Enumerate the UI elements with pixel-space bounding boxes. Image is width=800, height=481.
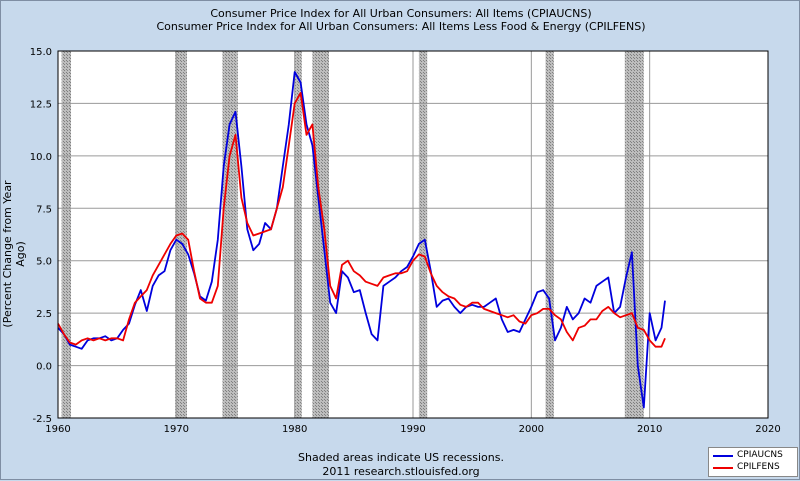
y-tick-label: -2.5 bbox=[32, 414, 52, 425]
source-credit: 2011 research.stlouisfed.org bbox=[322, 465, 480, 478]
x-tick-label: 1970 bbox=[164, 424, 189, 435]
y-tick-label: 12.5 bbox=[30, 99, 52, 110]
series-line-cpiaucns bbox=[57, 71, 666, 409]
recession-band bbox=[61, 51, 72, 418]
chart-title-line2: Consumer Price Index for All Urban Consu… bbox=[156, 20, 646, 33]
legend-swatch-cpilfens bbox=[713, 467, 733, 469]
recession-band bbox=[418, 51, 428, 418]
y-tick-label: 5.0 bbox=[36, 257, 52, 268]
x-tick-label: 2020 bbox=[755, 424, 780, 435]
recession-note: Shaded areas indicate US recessions. bbox=[298, 451, 504, 464]
plot-border bbox=[57, 50, 769, 419]
recession-band bbox=[545, 51, 554, 418]
recession-band bbox=[222, 51, 238, 418]
recession-band bbox=[294, 51, 302, 418]
y-tick-label: 0.0 bbox=[36, 362, 52, 373]
recession-band bbox=[624, 51, 644, 418]
legend: CPIAUCNS CPILFENS bbox=[708, 447, 798, 477]
legend-item-cpilfens: CPILFENS bbox=[713, 462, 797, 474]
y-tick-label: 2.5 bbox=[36, 309, 52, 320]
y-tick-label: 7.5 bbox=[36, 204, 52, 215]
y-tick-label: 10.0 bbox=[30, 152, 52, 163]
legend-item-cpiaucns: CPIAUCNS bbox=[713, 450, 797, 462]
x-tick-label: 1990 bbox=[400, 424, 425, 435]
legend-swatch-cpiaucns bbox=[713, 455, 733, 457]
legend-label-cpilfens: CPILFENS bbox=[737, 462, 780, 472]
recession-band bbox=[312, 51, 329, 418]
chart-title-line1: Consumer Price Index for All Urban Consu… bbox=[210, 7, 592, 20]
y-tick-label: 15.0 bbox=[30, 47, 52, 58]
x-tick-label: 2000 bbox=[519, 424, 544, 435]
x-tick-label: 1980 bbox=[282, 424, 307, 435]
x-tick-label: 2010 bbox=[637, 424, 662, 435]
x-tick-label: 1960 bbox=[45, 424, 70, 435]
series-line-cpilfens bbox=[57, 92, 666, 348]
legend-label-cpiaucns: CPIAUCNS bbox=[737, 450, 783, 460]
